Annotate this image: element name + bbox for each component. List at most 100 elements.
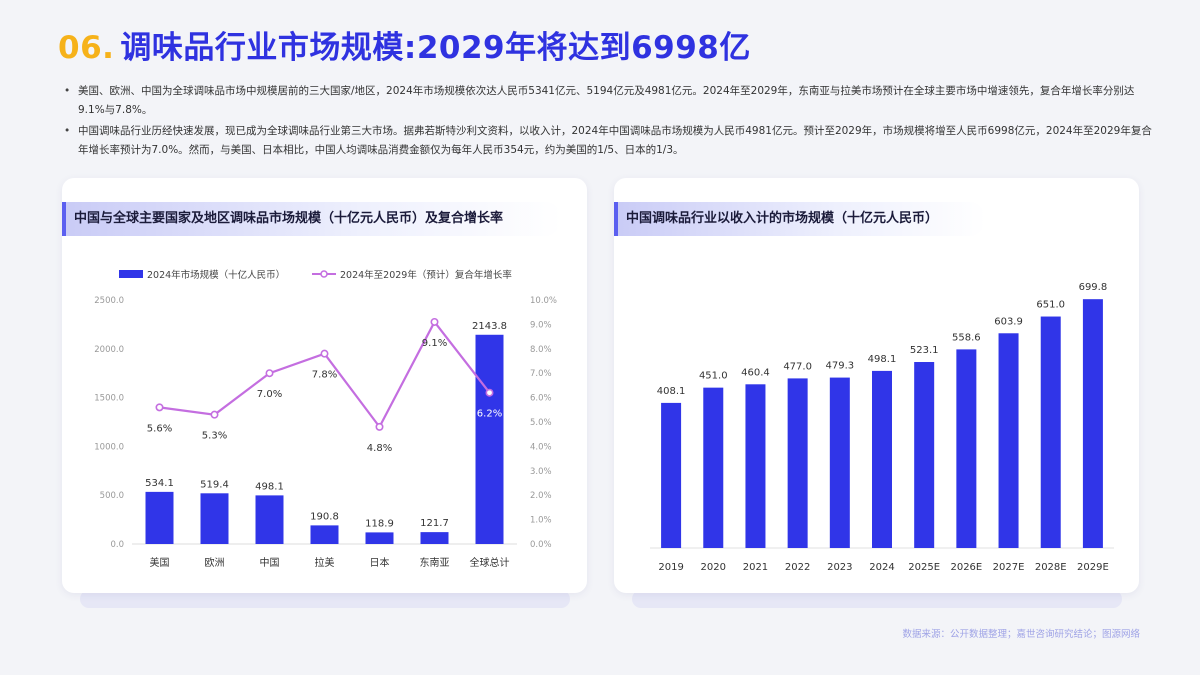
bar-value-label: 2143.8	[472, 321, 507, 332]
bar-value-label: 479.3	[825, 361, 854, 372]
bar	[365, 532, 394, 544]
y-left-tick-label: 2000.0	[94, 345, 124, 355]
bar	[475, 334, 504, 544]
bar	[255, 495, 284, 544]
x-tick-label: 2027E	[993, 562, 1025, 573]
right-chart-card: 中国调味品行业以收入计的市场规模（十亿元人民币） 408.1 2019 451.0 2…	[614, 178, 1139, 593]
y-right-tick-label: 7.0%	[530, 369, 552, 379]
bar-value-label: 408.1	[657, 386, 686, 397]
bar-value-label: 523.1	[910, 345, 939, 356]
y-right-tick-label: 6.0%	[530, 394, 552, 404]
bar-value-label: 699.8	[1079, 282, 1108, 293]
bar-value-label: 190.8	[310, 511, 339, 522]
card-shadow-right	[632, 590, 1122, 608]
bar	[1040, 316, 1061, 548]
y-right-tick-label: 5.0%	[530, 418, 552, 428]
y-right-tick-label: 3.0%	[530, 467, 552, 477]
x-tick-label: 中国	[260, 556, 280, 569]
x-tick-label: 全球总计	[470, 556, 510, 569]
x-tick-label: 2028E	[1035, 562, 1067, 573]
x-tick-label: 2024	[869, 562, 894, 573]
bar-value-label: 118.9	[365, 518, 394, 529]
bar	[1082, 299, 1103, 548]
growth-point	[430, 317, 439, 326]
bullet-item-1: 美国、欧洲、中国为全球调味品市场中规模居前的三大国家/地区，2024年市场规模依…	[62, 82, 1152, 120]
growth-point	[155, 403, 164, 412]
card-shadow-left	[80, 590, 570, 608]
page-title: 06. 调味品行业市场规模:2029年将达到6998亿	[58, 22, 751, 67]
bar-value-label: 651.0	[1036, 300, 1065, 311]
bar	[787, 378, 808, 548]
x-tick-label: 拉美	[315, 556, 335, 569]
bar	[145, 491, 174, 544]
y-right-tick-label: 1.0%	[530, 516, 552, 526]
bar-value-label: 603.9	[994, 316, 1023, 327]
data-source: 数据来源：公开数据整理；嘉世咨询研究结论；图源网络	[902, 629, 1140, 640]
growth-point	[210, 410, 219, 419]
bar-value-label: 498.1	[868, 354, 897, 365]
left-chart-card: 中国与全球主要国家及地区调味品市场规模（十亿元人民币）及复合增长率 2024年市…	[62, 178, 587, 593]
right-chart: 408.1 2019 451.0 2020 460.4 2021 477.0 2022 479.…	[650, 282, 1114, 573]
growth-value-label: 6.2%	[477, 409, 502, 420]
left-chart: 2024年市场规模（十亿人民币） 2024年至2029年（预计）复合年增长率 0.0…	[94, 269, 557, 569]
bar	[829, 377, 850, 548]
bar-value-label: 498.1	[255, 481, 284, 492]
growth-value-label: 9.1%	[422, 338, 447, 349]
bullet-item-2: 中国调味品行业历经快速发展，现已成为全球调味品行业第三大市场。据弗若斯特沙利文资…	[62, 122, 1152, 160]
y-right-tick-label: 8.0%	[530, 345, 552, 355]
x-tick-label: 2023	[827, 562, 852, 573]
y-right-tick-label: 0.0%	[530, 540, 552, 550]
x-tick-label: 2022	[785, 562, 810, 573]
bullet-list: 美国、欧洲、中国为全球调味品市场中规模居前的三大国家/地区，2024年市场规模依…	[62, 82, 1152, 162]
legend-line-marker	[320, 270, 328, 278]
legend-line-label: 2024年至2029年（预计）复合年增长率	[340, 269, 512, 281]
x-tick-label: 2029E	[1077, 562, 1109, 573]
y-right-tick-label: 10.0%	[530, 296, 557, 306]
bar-value-label: 460.4	[741, 367, 770, 378]
bar	[420, 532, 449, 544]
right-chart-title: 中国调味品行业以收入计的市场规模（十亿元人民币）	[614, 202, 986, 236]
bar-value-label: 519.4	[200, 479, 229, 490]
growth-point	[485, 388, 494, 397]
bar	[956, 349, 977, 548]
legend-bar-label: 2024年市场规模（十亿人民币）	[147, 269, 285, 281]
growth-value-label: 5.6%	[147, 423, 172, 434]
bar-value-label: 451.0	[699, 371, 728, 382]
bar-value-label: 477.0	[783, 361, 812, 372]
y-left-tick-label: 1500.0	[94, 394, 124, 404]
x-tick-label: 日本	[370, 556, 390, 569]
left-chart-title: 中国与全球主要国家及地区调味品市场规模（十亿元人民币）及复合增长率	[62, 202, 562, 236]
x-tick-label: 2020	[701, 562, 726, 573]
legend-bar-swatch	[119, 270, 143, 278]
growth-value-label: 5.3%	[202, 431, 227, 442]
page-title-text: 调味品行业市场规模:2029年将达到6998亿	[120, 30, 751, 66]
bar	[872, 370, 892, 548]
bar-value-label: 121.7	[420, 518, 449, 529]
y-left-tick-label: 2500.0	[94, 296, 124, 306]
growth-point	[320, 349, 329, 358]
y-left-tick-label: 0.0	[110, 540, 124, 550]
growth-point	[375, 422, 384, 431]
bar	[200, 493, 229, 544]
bar	[661, 402, 682, 548]
bar	[745, 384, 766, 548]
x-tick-label: 2021	[743, 562, 768, 573]
y-right-tick-label: 4.0%	[530, 442, 552, 452]
section-number: 06.	[58, 30, 115, 66]
x-tick-label: 2026E	[950, 562, 982, 573]
growth-point	[265, 369, 274, 378]
y-left-tick-label: 500.0	[100, 491, 124, 501]
bar-value-label: 558.6	[952, 332, 981, 343]
growth-value-label: 7.8%	[312, 370, 337, 381]
y-right-tick-label: 2.0%	[530, 491, 552, 501]
bar	[310, 525, 339, 544]
bar	[703, 387, 724, 548]
bar	[914, 362, 935, 548]
x-tick-label: 2025E	[908, 562, 940, 573]
x-tick-label: 美国	[150, 556, 170, 569]
growth-value-label: 4.8%	[367, 443, 392, 454]
x-tick-label: 东南亚	[420, 556, 450, 569]
growth-value-label: 7.0%	[257, 389, 282, 400]
x-tick-label: 2019	[658, 562, 683, 573]
bar-value-label: 534.1	[145, 478, 174, 489]
